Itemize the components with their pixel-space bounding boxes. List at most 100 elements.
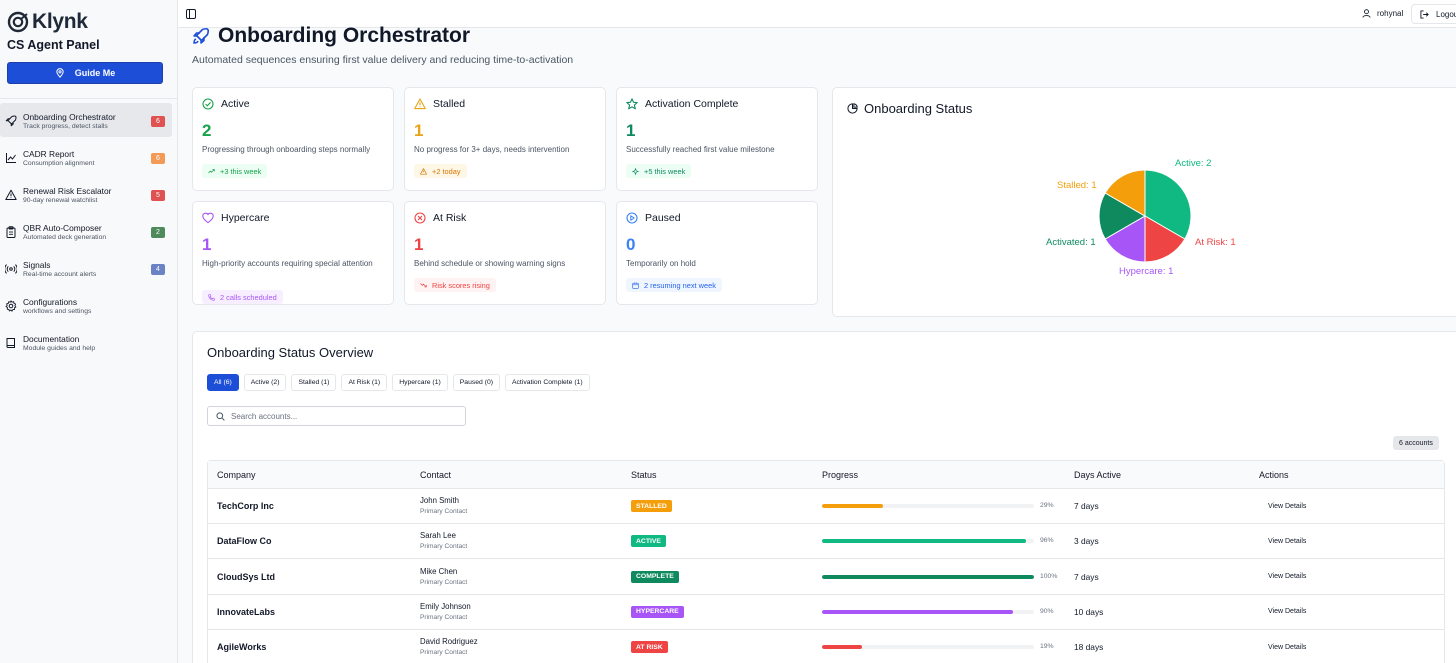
- accounts-table: Company Contact Status Progress Days Active A…: [207, 460, 1445, 663]
- topbar: rohynal Logout: [178, 0, 1456, 28]
- view-details-button[interactable]: View Details: [1268, 608, 1307, 616]
- chart-title: Onboarding Status: [847, 101, 972, 116]
- pie-slice-active[interactable]: [1144, 169, 1192, 240]
- search-box[interactable]: [207, 406, 466, 426]
- stat-card-value: 0: [626, 235, 636, 254]
- column-header-company[interactable]: Company: [217, 470, 256, 480]
- pie-slice-stalled[interactable]: [1104, 169, 1146, 217]
- contact-name: John Smith: [420, 496, 460, 505]
- stat-card-value: 2: [202, 121, 212, 140]
- filter-tab-active[interactable]: Active (2): [243, 374, 287, 391]
- nav-icon-wrap: [5, 225, 17, 238]
- logout-icon: [1420, 9, 1429, 19]
- nav-icon-wrap: [5, 114, 17, 127]
- contact-role: Primary Contact: [420, 578, 468, 586]
- stat-card-trend-badge: +3 this week: [202, 164, 268, 178]
- sidebar-item-subtitle: workflows and settings: [23, 308, 92, 315]
- table-row[interactable]: CloudSys Ltd Mike Chen Primary Contact C…: [208, 560, 1444, 595]
- nav-icon-wrap: [5, 336, 17, 348]
- contact-role: Primary Contact: [420, 508, 468, 515]
- sidebar-item-badge: 6: [151, 116, 165, 127]
- column-header-days-active[interactable]: Days Active: [1074, 470, 1122, 480]
- progress-bar-fill: [822, 539, 1026, 544]
- pie-slice-hypercare[interactable]: [1104, 215, 1146, 263]
- status-badge: COMPLETE: [631, 570, 679, 583]
- pie-chart-icon: [847, 103, 858, 114]
- search-input[interactable]: [231, 411, 451, 421]
- stat-card-value: 1: [202, 235, 212, 254]
- progress-bar-fill: [822, 504, 884, 508]
- company-name: InnovateLabs: [217, 606, 276, 617]
- stat-card-stalled[interactable]: Stalled 1 No progress for 3+ days, needs…: [404, 87, 606, 191]
- stat-card-active[interactable]: Active 2 Progressing through onboarding …: [192, 87, 394, 191]
- sparkle-icon: [632, 167, 639, 175]
- progress-percent: 100%: [1040, 572, 1058, 580]
- sidebar-item-configurations[interactable]: Configurations workflows and settings: [0, 288, 174, 325]
- sidebar-item-signals[interactable]: Signals Real-time account alerts 4: [0, 251, 174, 288]
- rocket-icon: [193, 27, 210, 44]
- table-row[interactable]: DataFlow Co Sarah Lee Primary Contact AC…: [208, 524, 1444, 560]
- user-menu[interactable]: rohynal: [1362, 9, 1403, 18]
- pie-slice-at-risk[interactable]: [1144, 215, 1186, 263]
- chart-icon: [6, 153, 16, 163]
- table-row[interactable]: TechCorp Inc John Smith Primary Contact …: [208, 489, 1444, 524]
- alert-small-icon: [420, 167, 427, 175]
- stat-card-header: Hypercare: [202, 212, 269, 224]
- stat-card-paused[interactable]: Paused 0 Temporarily on hold 2 resuming …: [616, 201, 818, 305]
- column-header-contact[interactable]: Contact: [420, 470, 452, 480]
- sidebar-item-qbr-auto-composer[interactable]: QBR Auto-Composer Automated deck generat…: [0, 214, 174, 251]
- star-icon: [626, 98, 638, 110]
- stat-card-trend-badge: +5 this week: [626, 164, 692, 178]
- column-header-progress[interactable]: Progress: [822, 470, 859, 480]
- filter-tab-paused[interactable]: Paused (0): [452, 374, 500, 391]
- filter-tab-all[interactable]: All (6): [207, 374, 239, 391]
- progress-bar-fill: [822, 645, 863, 650]
- stat-card-trend-badge: Risk scores rising: [414, 278, 496, 292]
- contact-role: Primary Contact: [420, 613, 468, 621]
- map-pin-icon: [56, 68, 64, 78]
- onboarding-status-chart-card: Onboarding Status Active: 2 At Risk: 1 Hyp…: [832, 87, 1456, 317]
- table-row[interactable]: InnovateLabs Emily Johnson Primary Conta…: [208, 595, 1444, 630]
- progress-bar-fill: [822, 609, 1013, 614]
- guide-me-button[interactable]: Guide Me: [7, 62, 163, 84]
- column-header-actions[interactable]: Actions: [1259, 470, 1289, 480]
- pie-slice-activated[interactable]: [1098, 192, 1146, 240]
- brand-name: Klynk: [32, 10, 88, 33]
- view-details-button[interactable]: View Details: [1268, 537, 1307, 545]
- view-details-button[interactable]: View Details: [1268, 502, 1307, 510]
- brand-logo[interactable]: Klynk: [7, 10, 88, 34]
- status-badge: AT RISK: [631, 641, 668, 654]
- view-details-button[interactable]: View Details: [1268, 643, 1307, 651]
- sidebar-item-cadr-report[interactable]: CADR Report Consumption alignment 6: [0, 140, 174, 177]
- table-header: Company Contact Status Progress Days Active A…: [208, 461, 1444, 489]
- progress-bar: [822, 504, 1034, 508]
- stat-card-at-risk[interactable]: At Risk 1 Behind schedule or showing war…: [404, 201, 606, 305]
- company-name: AgileWorks: [217, 642, 267, 653]
- sidebar-item-renewal-risk-escalator[interactable]: Renewal Risk Escalator 90-day renewal wa…: [0, 177, 174, 214]
- filter-tab-activation-complete[interactable]: Activation Complete (1): [505, 374, 590, 391]
- stat-card-activation-complete[interactable]: Activation Complete 1 Successfully reach…: [616, 87, 818, 191]
- logout-button[interactable]: Logout: [1411, 4, 1456, 24]
- progress-bar: [822, 645, 1034, 650]
- progress-percent: 96%: [1040, 537, 1054, 545]
- table-row[interactable]: AgileWorks David Rodriguez Primary Conta…: [208, 630, 1444, 663]
- sidebar-item-subtitle: Consumption alignment: [23, 160, 95, 167]
- sidebar-item-onboarding-orchestrator[interactable]: Onboarding Orchestrator Track progress, …: [0, 103, 172, 137]
- status-badge: ACTIVE: [631, 535, 666, 548]
- progress-bar: [822, 574, 1034, 579]
- filter-tab-hypercare[interactable]: Hypercare (1): [392, 374, 448, 391]
- stat-card-description: Behind schedule or showing warning signs: [414, 259, 566, 268]
- sidebar-toggle-icon[interactable]: [186, 9, 196, 19]
- filter-tab-stalled[interactable]: Stalled (1): [291, 374, 337, 391]
- sidebar-item-documentation[interactable]: Documentation Module guides and help: [0, 325, 174, 362]
- sidebar-item-label: CADR Report: [23, 149, 75, 159]
- stat-card-description: Progressing through onboarding steps nor…: [202, 145, 371, 154]
- contact-name: Emily Johnson: [420, 601, 471, 611]
- filter-tab-at-risk[interactable]: At Risk (1): [341, 374, 388, 391]
- stat-card-hypercare[interactable]: Hypercare 1 High-priority accounts requi…: [192, 201, 394, 305]
- sidebar-item-badge: 6: [151, 153, 165, 164]
- search-icon: [216, 411, 225, 421]
- view-details-button[interactable]: View Details: [1268, 573, 1307, 581]
- stat-card-description: High-priority accounts requiring special…: [202, 259, 373, 268]
- column-header-status[interactable]: Status: [631, 470, 657, 480]
